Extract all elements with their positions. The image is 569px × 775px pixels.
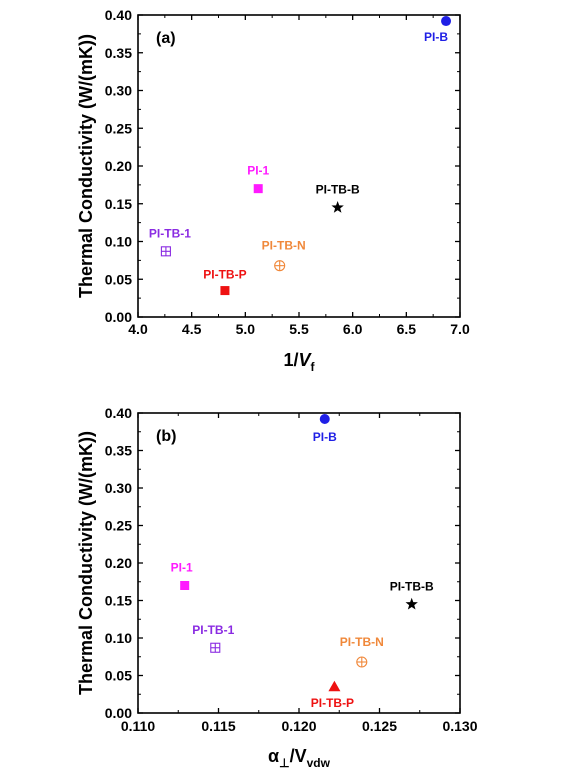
point-pi-tb-n <box>356 656 368 668</box>
point-pi-b-label: PI-B <box>424 30 448 44</box>
point-pi-1-label: PI-1 <box>247 164 269 178</box>
point-pi-tb-n <box>274 260 286 272</box>
panel-label: (a) <box>156 30 176 47</box>
x-tick-label: 5.0 <box>236 321 256 337</box>
y-tick-label: 0.15 <box>105 196 132 212</box>
x-tick-label: 6.5 <box>397 321 417 337</box>
point-pi-1 <box>253 184 263 194</box>
x-tick-label: 6.0 <box>343 321 363 337</box>
y-tick-label: 0.25 <box>105 120 132 136</box>
plot-frame <box>137 14 461 318</box>
point-pi-tb-p-label: PI-TB-P <box>311 696 354 710</box>
y-tick-label: 0.05 <box>105 271 132 287</box>
y-axis-title: Thermal Conductivity (W/(mK)) <box>76 431 96 695</box>
y-tick-label: 0.30 <box>105 83 132 99</box>
point-pi-tb-1 <box>160 246 171 257</box>
y-tick-label: 0.20 <box>105 555 132 571</box>
y-tick-label: 0.00 <box>105 705 132 721</box>
y-tick-label: 0.35 <box>105 45 132 61</box>
chart-panel-1: 4.0 4.5 5.0 5.5 6.0 6.5 7.0 0.00 0.05 0.10 0.15 0.2… <box>76 7 470 374</box>
point-pi-b <box>319 414 330 424</box>
y-tick-label: 0.05 <box>105 668 132 684</box>
x-tick-label: 0.110 <box>121 718 155 734</box>
x-tick-label: 0.130 <box>442 718 477 734</box>
point-pi-tb-b <box>331 201 344 213</box>
point-pi-tb-n-label: PI-TB-N <box>340 635 384 649</box>
x-tick-label: 0.115 <box>201 718 235 734</box>
point-pi-1 <box>180 581 190 590</box>
x-tick-label: 0.125 <box>362 718 397 734</box>
y-tick-label: 0.25 <box>105 518 132 534</box>
point-pi-tb-1-label: PI-TB-1 <box>149 226 191 240</box>
y-tick-label: 0.15 <box>105 593 132 609</box>
point-pi-tb-b-label: PI-TB-B <box>390 579 434 593</box>
y-axis-title: Thermal Conductivity (W/(mK)) <box>76 34 96 298</box>
point-pi-tb-p-label: PI-TB-P <box>203 268 246 282</box>
chart-panel-2: 0.110 0.115 0.120 0.125 0.130 0.00 0.05 0.10 0.1… <box>76 405 478 770</box>
y-tick-label: 0.10 <box>105 234 132 250</box>
x-axis-title: 1/Vf <box>283 350 315 374</box>
x-axis-title: α⊥/Vvdw <box>268 746 331 770</box>
x-tick-label: 4.0 <box>128 321 148 337</box>
point-pi-tb-p <box>220 286 230 296</box>
point-pi-tb-b-label: PI-TB-B <box>316 183 360 197</box>
point-pi-tb-1 <box>210 642 221 653</box>
y-tick-label: 0.20 <box>105 158 132 174</box>
x-tick-label: 0.120 <box>281 718 316 734</box>
y-tick-label: 0.40 <box>105 7 132 23</box>
x-tick-label: 4.5 <box>182 321 202 337</box>
y-tick-label: 0.35 <box>105 443 132 459</box>
point-pi-tb-b <box>405 597 418 610</box>
y-tick-label: 0.40 <box>105 405 132 421</box>
x-tick-label: 5.5 <box>289 321 309 337</box>
panel-label: (b) <box>156 428 176 445</box>
point-pi-tb-n-label: PI-TB-N <box>262 239 306 253</box>
y-tick-label: 0.30 <box>105 480 132 496</box>
y-tick-label: 0.00 <box>105 309 132 325</box>
y-tick-label: 0.10 <box>105 630 132 646</box>
point-pi-tb-1-label: PI-TB-1 <box>192 623 234 637</box>
point-pi-b-label: PI-B <box>313 430 337 444</box>
x-tick-label: 7.0 <box>450 321 470 337</box>
point-pi-1-label: PI-1 <box>171 561 193 575</box>
point-pi-b <box>441 16 452 27</box>
point-pi-tb-p <box>328 680 341 692</box>
